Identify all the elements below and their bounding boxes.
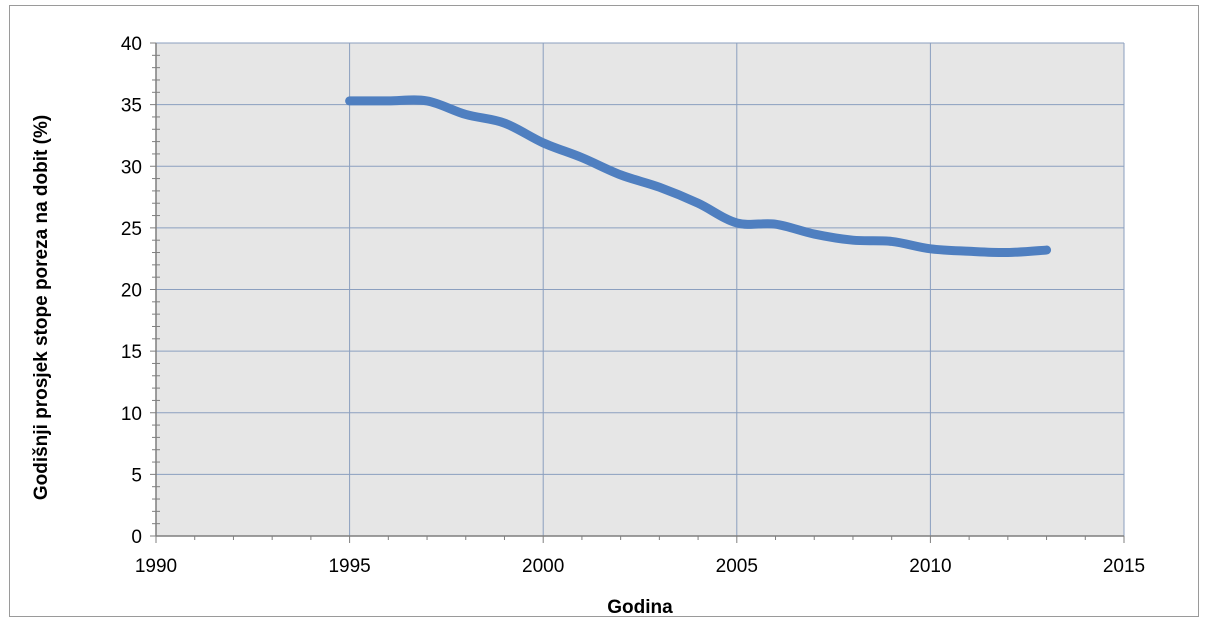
axes <box>155 43 1124 537</box>
y-tick-labels: 0 5 10 15 20 25 30 35 40 <box>121 34 142 548</box>
y-tick-label: 15 <box>121 342 142 363</box>
x-tick-label: 1990 <box>135 556 177 577</box>
x-axis-title: Godina <box>607 597 673 618</box>
x-tick-label: 2010 <box>909 556 951 577</box>
y-tick-label: 20 <box>121 281 142 302</box>
series-group <box>345 95 1052 258</box>
y-tick-label: 5 <box>131 465 142 486</box>
y-axis-title: Godišnji prosjek stope poreza na dobit (… <box>31 115 52 500</box>
y-tick-label: 30 <box>121 157 142 178</box>
y-tick-label: 0 <box>131 527 142 548</box>
y-tick-label: 40 <box>121 34 142 55</box>
x-tick-label: 2015 <box>1103 556 1145 577</box>
x-tick-labels: 1990 1995 2000 2005 2010 2015 <box>135 556 1145 577</box>
x-tick-label: 2005 <box>716 556 758 577</box>
y-tick-label: 10 <box>121 404 142 425</box>
y-tick-label: 25 <box>121 219 142 240</box>
x-tick-label: 1995 <box>328 556 370 577</box>
gridlines <box>156 42 1125 536</box>
x-tick-label: 2000 <box>522 556 564 577</box>
y-tick-label: 35 <box>121 96 142 117</box>
